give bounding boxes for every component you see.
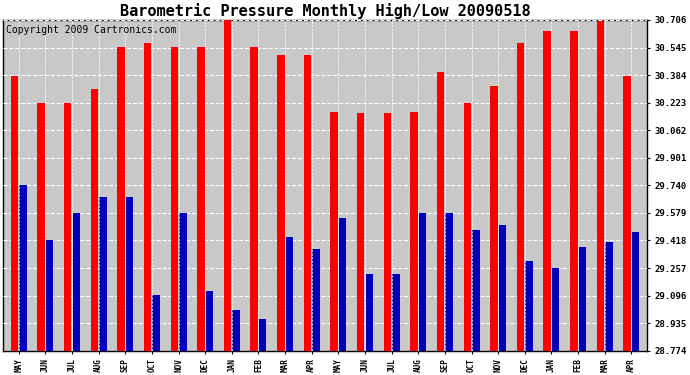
Bar	[419, 213, 426, 351]
Bar	[517, 43, 524, 351]
Bar	[623, 76, 631, 351]
Bar	[331, 112, 338, 351]
Bar	[570, 31, 578, 351]
Bar	[37, 103, 45, 351]
Bar	[144, 43, 151, 351]
Bar	[490, 86, 497, 351]
Bar	[392, 274, 400, 351]
Bar	[233, 310, 240, 351]
Bar	[472, 230, 480, 351]
Bar	[277, 55, 284, 351]
Bar	[605, 242, 613, 351]
Bar	[179, 213, 186, 351]
Bar	[152, 295, 160, 351]
Bar	[552, 267, 560, 351]
Bar	[117, 46, 125, 351]
Bar	[90, 90, 98, 351]
Bar	[11, 76, 18, 351]
Bar	[206, 291, 213, 351]
Bar	[197, 46, 205, 351]
Bar	[499, 225, 506, 351]
Bar	[224, 19, 231, 351]
Bar	[72, 213, 80, 351]
Bar	[384, 113, 391, 351]
Bar	[313, 249, 319, 351]
Text: Copyright 2009 Cartronics.com: Copyright 2009 Cartronics.com	[6, 25, 177, 35]
Bar	[99, 197, 107, 351]
Bar	[525, 261, 533, 351]
Bar	[64, 103, 72, 351]
Bar	[544, 31, 551, 351]
Bar	[126, 197, 133, 351]
Bar	[366, 274, 373, 351]
Bar	[304, 55, 311, 351]
Bar	[46, 240, 53, 351]
Bar	[339, 218, 346, 351]
Bar	[357, 113, 364, 351]
Bar	[259, 319, 266, 351]
Bar	[286, 237, 293, 351]
Bar	[597, 21, 604, 351]
Bar	[170, 46, 178, 351]
Bar	[19, 185, 27, 351]
Bar	[250, 46, 258, 351]
Bar	[446, 213, 453, 351]
Bar	[464, 103, 471, 351]
Title: Barometric Pressure Monthly High/Low 20090518: Barometric Pressure Monthly High/Low 200…	[120, 3, 531, 19]
Bar	[632, 231, 640, 351]
Bar	[437, 72, 444, 351]
Bar	[411, 112, 417, 351]
Bar	[579, 247, 586, 351]
